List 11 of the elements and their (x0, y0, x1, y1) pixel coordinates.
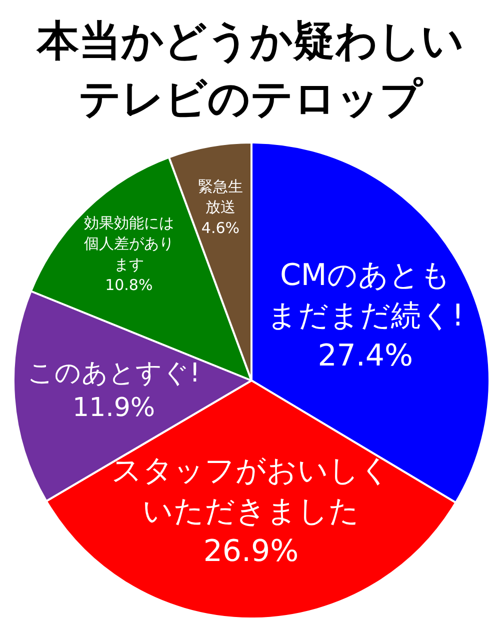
slice-label: 緊急生放送 (198, 177, 243, 216)
data-label: 11.9% (72, 392, 156, 423)
slice-label: 効果効能には個人差があります (84, 214, 174, 274)
data-label: 27.4% (318, 338, 414, 374)
data-label: 10.8% (105, 276, 153, 294)
data-label: 4.6% (201, 218, 240, 237)
slice-label: CMのあともまだまだ続く! (266, 258, 464, 334)
chart-title: 本当かどうか疑わしいテレビのテロップ (36, 16, 464, 123)
slice-label: スタッフがおいしくいただきました (111, 454, 390, 529)
data-label: 26.9% (203, 534, 299, 570)
slice-label: このあとすぐ! (28, 358, 200, 388)
